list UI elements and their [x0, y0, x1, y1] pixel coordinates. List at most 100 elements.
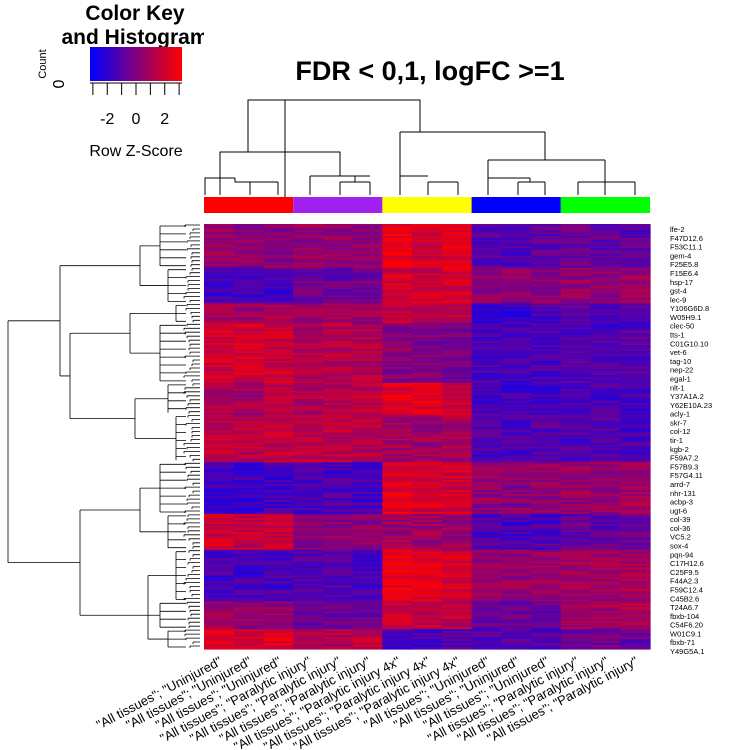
heatmap-cell [441, 484, 473, 487]
heatmap-cell [204, 299, 235, 303]
heatmap-cell [590, 597, 621, 600]
heatmap-cell [590, 434, 621, 438]
heatmap-cell [471, 365, 502, 368]
heatmap-cell [471, 368, 502, 372]
heatmap-cell [322, 571, 354, 575]
heatmap-cell [531, 283, 562, 287]
heatmap-cell [322, 224, 354, 227]
heatmap-cell [233, 224, 265, 227]
heatmap-cell [501, 545, 532, 549]
heatmap-cell [501, 583, 532, 587]
heatmap-cell [441, 361, 473, 364]
heatmap-cell [382, 462, 413, 465]
heatmap-cell [233, 456, 265, 459]
heatmap-cell [560, 539, 592, 543]
heatmap-cell [263, 462, 294, 465]
heatmap-cell [560, 583, 592, 587]
heatmap-cell [293, 341, 324, 344]
heatmap-cell [471, 267, 502, 271]
heatmap-cell [352, 398, 383, 402]
heatmap-cell [412, 621, 443, 624]
heatmap-cell [233, 603, 265, 606]
heatmap-cell [560, 430, 592, 434]
heatmap-cell [233, 416, 265, 420]
heatmap-cell [204, 412, 235, 416]
heatmap-cell [620, 511, 651, 515]
heatmap-cell [441, 593, 473, 596]
heatmap-cell [204, 259, 235, 263]
heatmap-cell [322, 253, 354, 257]
heatmap-cell [412, 267, 443, 271]
heatmap-cell [412, 470, 443, 473]
col-dendro-blue [487, 177, 546, 195]
heatmap-cell [560, 619, 592, 622]
heatmap-cell [352, 357, 383, 360]
heatmap-cell [293, 537, 324, 541]
heatmap-cell [471, 643, 502, 646]
heatmap-cell [441, 257, 473, 261]
heatmap-cell [560, 613, 592, 616]
heatmap-cell [531, 426, 562, 430]
heatmap-cell [501, 458, 532, 461]
row-label: F47D12.6 [670, 234, 703, 243]
heatmap-cell [322, 474, 354, 477]
heatmap-cell [322, 531, 354, 535]
heatmap-cell [204, 641, 235, 644]
heatmap-cell [620, 315, 651, 318]
heatmap-cell [233, 418, 265, 422]
heatmap-cell [412, 476, 443, 479]
heatmap-cell [590, 444, 621, 448]
heatmap-cell [590, 368, 621, 372]
heatmap-cell [293, 229, 324, 233]
heatmap-cell [471, 448, 502, 452]
heatmap-cell [590, 291, 621, 295]
heatmap-cell [441, 404, 473, 408]
heatmap-cell [204, 341, 235, 344]
heatmap-cell [441, 357, 473, 360]
heatmap-cell [531, 482, 562, 485]
heatmap-cell [501, 551, 532, 555]
heatmap-cell [204, 418, 235, 422]
heatmap-cell [471, 390, 502, 394]
heatmap-cell [263, 368, 294, 372]
heatmap-cell [352, 305, 383, 309]
heatmap-cell [204, 273, 235, 277]
heatmap-cell [441, 595, 473, 598]
heatmap-cell [412, 472, 443, 475]
heatmap-cell [204, 253, 235, 257]
heatmap-cell [620, 392, 651, 396]
heatmap-cell [590, 229, 621, 233]
heatmap-cell [352, 311, 383, 314]
heatmap-cell [501, 422, 532, 426]
heatmap-cell [531, 291, 562, 295]
heatmap-cell [471, 625, 502, 628]
heatmap-cell [263, 504, 294, 507]
heatmap-cell [471, 533, 502, 537]
heatmap-cell [531, 323, 562, 326]
heatmap-cell [620, 299, 651, 303]
heatmap-cell [293, 529, 324, 533]
heatmap-cell [531, 225, 562, 229]
heatmap-cell [560, 273, 592, 277]
heatmap-cell [293, 259, 324, 263]
heatmap-cell [233, 450, 265, 453]
heatmap-cell [293, 394, 324, 398]
heatmap-cell [263, 283, 294, 287]
heatmap-cell [531, 394, 562, 398]
heatmap-cell [233, 579, 265, 583]
heatmap-cell [501, 502, 532, 505]
heatmap-cell [204, 365, 235, 368]
heatmap-cell [263, 414, 294, 418]
heatmap-cell [352, 442, 383, 446]
heatmap-cell [322, 313, 354, 316]
heatmap-cell [382, 329, 413, 332]
heatmap-cell [204, 224, 235, 227]
heatmap-cell [501, 428, 532, 432]
heatmap-cell [620, 363, 651, 366]
heatmap-cell [233, 563, 265, 567]
heatmap-cell [560, 289, 592, 293]
heatmap-cell [322, 337, 354, 340]
heatmap-cell [531, 537, 562, 541]
heatmap-cell [531, 422, 562, 426]
heatmap-cell [382, 235, 413, 239]
